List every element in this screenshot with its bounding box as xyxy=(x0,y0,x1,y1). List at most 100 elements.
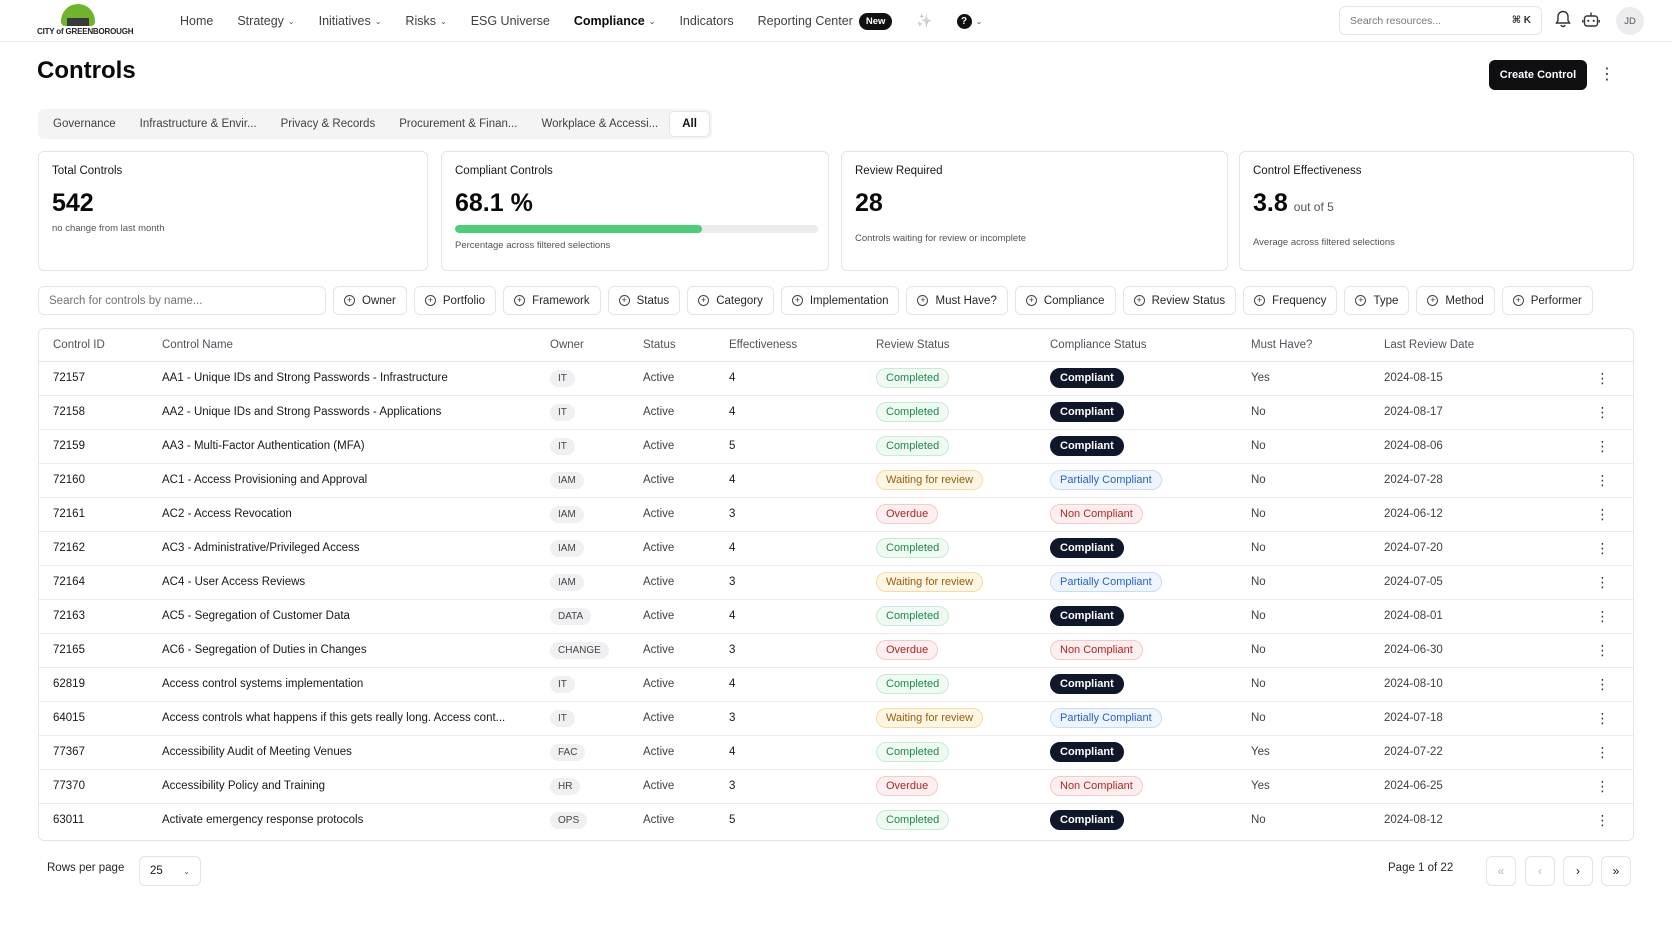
row-more-icon[interactable]: ⋮ xyxy=(1595,505,1610,522)
table-row[interactable]: 64015 Access controls what happens if thi… xyxy=(39,701,1633,736)
column-header-review-status[interactable]: Review Status xyxy=(862,329,1036,362)
filter-portfolio-button[interactable]: + Portfolio xyxy=(413,286,497,315)
table-row[interactable]: 63011 Activate emergency response protoco… xyxy=(39,803,1633,837)
filter-status-button[interactable]: + Status xyxy=(607,286,681,315)
control-name[interactable]: Access controls what happens if this get… xyxy=(162,712,506,724)
nav-item-home[interactable]: Home xyxy=(180,14,213,28)
filter-framework-button[interactable]: + Framework xyxy=(503,286,601,315)
table-row[interactable]: 72163 AC5 - Segregation of Customer Data D… xyxy=(39,599,1633,634)
table-row[interactable]: 72158 AA2 - Unique IDs and Strong Passwor… xyxy=(39,395,1633,430)
column-header-must-have[interactable]: Must Have? xyxy=(1237,329,1370,362)
table-row[interactable]: 72164 AC4 - User Access Reviews IAM Active 3… xyxy=(39,565,1633,600)
tab-privacy-records[interactable]: Privacy & Records xyxy=(280,118,376,130)
resource-search[interactable]: ⌘ K xyxy=(1339,6,1542,35)
control-name[interactable]: AC4 - User Access Reviews xyxy=(162,576,306,588)
must-have-value: No xyxy=(1251,712,1266,724)
nav-item-indicators[interactable]: Indicators xyxy=(679,14,733,28)
effectiveness-value: 4 xyxy=(729,406,736,418)
column-header-last-review-date[interactable]: Last Review Date xyxy=(1370,329,1570,362)
stat-card-total-controls: Total Controls 542 no change from last m… xyxy=(38,151,428,271)
table-row[interactable]: 77367 Accessibility Audit of Meeting Venu… xyxy=(39,735,1633,770)
tab-infrastructure-envir[interactable]: Infrastructure & Envir... xyxy=(139,118,257,130)
filter-type-button[interactable]: + Type xyxy=(1344,286,1410,315)
city-logo[interactable]: CITY of GREENBOROUGH xyxy=(37,4,134,38)
first-page-button[interactable]: « xyxy=(1486,856,1516,886)
control-name[interactable]: Activate emergency response protocols xyxy=(162,814,364,827)
control-name[interactable]: AC5 - Segregation of Customer Data xyxy=(162,610,350,622)
tab-all[interactable]: All xyxy=(670,112,709,136)
row-more-icon[interactable]: ⋮ xyxy=(1595,539,1610,556)
control-name[interactable]: Access control systems implementation xyxy=(162,678,364,690)
filter-frequency-button[interactable]: + Frequency xyxy=(1243,286,1338,315)
nav-item-initiatives[interactable]: Initiatives ⌄ xyxy=(319,14,382,28)
row-more-icon[interactable]: ⋮ xyxy=(1595,471,1610,488)
control-name[interactable]: AC6 - Segregation of Duties in Changes xyxy=(162,644,367,656)
nav-item-esg-universe[interactable]: ESG Universe xyxy=(471,14,550,28)
tab-procurement-finan[interactable]: Procurement & Finan... xyxy=(399,118,518,130)
row-more-icon[interactable]: ⋮ xyxy=(1595,437,1610,454)
column-header-control-name[interactable]: Control Name xyxy=(148,329,536,362)
rows-per-page-select[interactable]: 25 ⌄ xyxy=(139,856,201,886)
table-row[interactable]: 72159 AA3 - Multi-Factor Authentication (… xyxy=(39,429,1633,464)
status-text: Active xyxy=(643,440,675,452)
help-menu[interactable]: ? ⌄ xyxy=(956,13,982,29)
nav-item-reporting-center[interactable]: Reporting Center New xyxy=(758,12,893,30)
filter-method-button[interactable]: + Method xyxy=(1416,286,1495,315)
filter-performer-button[interactable]: + Performer xyxy=(1501,286,1593,315)
filter-review-status-button[interactable]: + Review Status xyxy=(1122,286,1237,315)
page-more-icon[interactable]: ⋮ xyxy=(1599,66,1615,83)
previous-page-button[interactable]: ‹ xyxy=(1525,856,1555,886)
row-more-icon[interactable]: ⋮ xyxy=(1595,641,1610,658)
row-more-icon[interactable]: ⋮ xyxy=(1595,607,1610,624)
table-row[interactable]: 72157 AA1 - Unique IDs and Strong Passwor… xyxy=(39,361,1633,396)
row-more-icon[interactable]: ⋮ xyxy=(1595,573,1610,590)
last-page-button[interactable]: » xyxy=(1601,856,1631,886)
column-header-control-id[interactable]: Control ID xyxy=(39,329,148,362)
table-row[interactable]: 72162 AC3 - Administrative/Privileged Acc… xyxy=(39,531,1633,566)
resource-search-input[interactable] xyxy=(1350,14,1500,27)
table-row[interactable]: 77370 Accessibility Policy and Training HR… xyxy=(39,769,1633,804)
nav-item-strategy[interactable]: Strategy ⌄ xyxy=(237,14,294,28)
row-more-icon[interactable]: ⋮ xyxy=(1595,743,1610,760)
control-name[interactable]: Accessibility Policy and Training xyxy=(162,780,325,792)
table-row[interactable]: 72165 AC6 - Segregation of Duties in Chan… xyxy=(39,633,1633,668)
filter-owner-button[interactable]: + Owner xyxy=(333,286,407,315)
row-more-icon[interactable]: ⋮ xyxy=(1595,709,1610,726)
nav-item-compliance[interactable]: Compliance ⌄ xyxy=(574,14,656,28)
row-more-icon[interactable]: ⋮ xyxy=(1595,675,1610,692)
bell-icon[interactable] xyxy=(1555,10,1571,28)
tab-governance[interactable]: Governance xyxy=(53,118,116,130)
row-more-icon[interactable]: ⋮ xyxy=(1595,777,1610,794)
table-row[interactable]: 72160 AC1 - Access Provisioning and Appro… xyxy=(39,463,1633,498)
robot-icon[interactable] xyxy=(1582,11,1600,28)
control-name[interactable]: AA3 - Multi-Factor Authentication (MFA) xyxy=(162,440,365,452)
control-name[interactable]: AC3 - Administrative/Privileged Access xyxy=(162,542,360,554)
status-cell: Active xyxy=(629,803,715,837)
filter-compliance-button[interactable]: + Compliance xyxy=(1014,286,1116,315)
control-name[interactable]: AC1 - Access Provisioning and Approval xyxy=(162,474,368,486)
next-page-button[interactable]: › xyxy=(1563,856,1593,886)
column-header-compliance-status[interactable]: Compliance Status xyxy=(1036,329,1237,362)
table-row[interactable]: 62819 Access control systems implementati… xyxy=(39,667,1633,702)
filter-must-have-button[interactable]: + Must Have? xyxy=(906,286,1008,315)
column-header-owner[interactable]: Owner xyxy=(536,329,629,362)
row-more-icon[interactable]: ⋮ xyxy=(1595,403,1610,420)
control-search-input[interactable] xyxy=(49,294,315,307)
tab-workplace-accessi[interactable]: Workplace & Accessi... xyxy=(541,118,659,130)
row-more-icon[interactable]: ⋮ xyxy=(1595,811,1610,828)
magic-wand-icon[interactable]: ✨ xyxy=(916,13,933,28)
column-header-status[interactable]: Status xyxy=(629,329,715,362)
filter-category-button[interactable]: + Category xyxy=(687,286,774,315)
control-name[interactable]: AC2 - Access Revocation xyxy=(162,508,292,520)
column-header-effectiveness[interactable]: Effectiveness xyxy=(715,329,862,362)
control-search[interactable] xyxy=(38,286,326,315)
control-name[interactable]: AA1 - Unique IDs and Strong Passwords - … xyxy=(162,372,448,384)
row-more-icon[interactable]: ⋮ xyxy=(1595,369,1610,386)
create-control-button[interactable]: Create Control xyxy=(1489,60,1587,90)
control-name[interactable]: Accessibility Audit of Meeting Venues xyxy=(162,746,352,758)
nav-item-risks[interactable]: Risks ⌄ xyxy=(405,14,446,28)
table-row[interactable]: 72161 AC2 - Access Revocation IAM Active 3 Ov… xyxy=(39,497,1633,532)
control-name[interactable]: AA2 - Unique IDs and Strong Passwords - … xyxy=(162,406,442,418)
user-avatar[interactable]: JD xyxy=(1616,7,1644,35)
filter-implementation-button[interactable]: + Implementation xyxy=(780,286,900,315)
